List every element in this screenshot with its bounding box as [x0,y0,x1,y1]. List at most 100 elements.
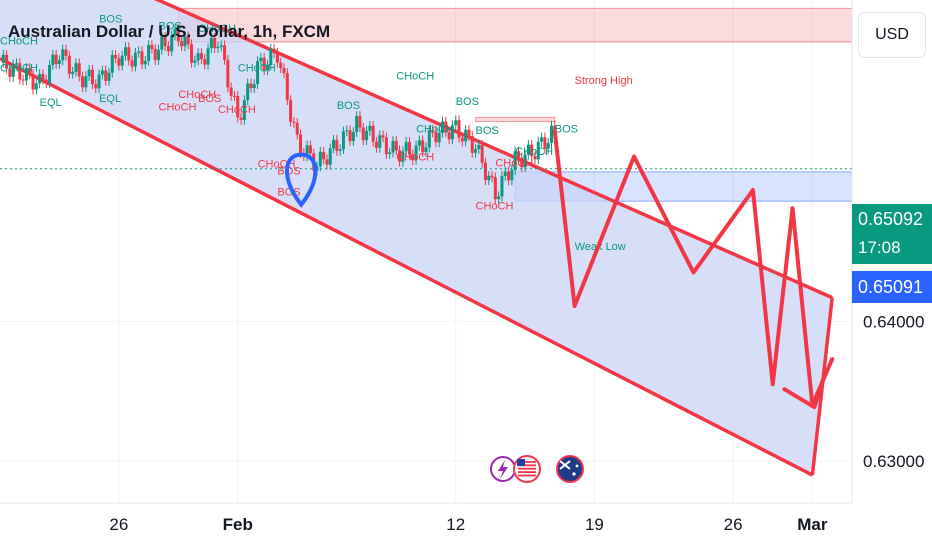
candle-body [318,151,322,167]
structure-label: BOS [456,96,479,108]
candle-body [464,129,468,142]
candle-body [48,64,52,84]
structure-label: CHoCH [0,36,38,48]
candle-body [467,129,471,136]
candle-body [361,127,365,141]
candle-body [358,116,362,128]
candle-body [325,159,329,165]
time-tick-label: 19 [585,515,604,534]
candle-body [460,137,464,142]
candle-body [163,36,167,46]
candle-body [500,176,504,197]
candle-body [507,171,511,181]
supply-demand-zone [475,116,556,123]
us-flag-icon [518,464,536,467]
structure-label: EQL [99,93,121,105]
candle-body [8,68,12,77]
candle-body [232,95,236,97]
candle-body [41,74,45,80]
price-tick-label: 0.63000 [863,452,924,471]
candle-body [252,84,256,89]
candle-body [510,170,514,181]
candle-body [90,69,94,85]
candle-body [398,150,402,162]
candle-body [57,60,61,64]
candle-body [133,52,137,67]
candle-body [256,61,260,85]
candle-body [378,135,382,148]
candle-body [520,157,524,168]
candle-body [487,175,491,181]
candle-body [470,135,474,153]
projection-path [552,129,835,408]
candle-body [450,125,454,140]
candle-body [371,125,375,142]
candle-body [549,125,553,143]
candle-body [553,125,557,132]
candle-body [140,51,144,65]
structure-label: BOS [277,166,300,178]
candle-body [229,87,233,96]
candle-body [285,73,289,101]
candle-body [94,84,98,89]
candle-body [447,132,451,140]
currency-button[interactable]: USD [858,12,926,58]
candle-body [150,45,154,49]
candle-body [490,175,494,178]
candle-body [308,145,312,154]
time-tick-label: Feb [223,515,253,534]
time-tick-label: 26 [724,515,743,534]
structure-label: BOS [337,100,360,112]
candle-body [530,144,534,157]
candle-body [249,83,253,89]
candle-body [180,41,184,47]
candle-body [38,74,42,84]
candle-body [239,117,243,120]
candle-body [31,74,35,90]
candle-body [223,45,227,60]
structure-label: EQL [40,97,62,109]
candle-body [61,49,65,61]
candle-body [536,141,540,160]
candle-body [441,121,445,133]
candle-body [269,48,273,66]
candle-body [259,57,263,62]
candle-body [206,48,210,65]
candle-body [427,130,431,148]
candle-body [437,132,441,143]
australia-flag-icon [575,464,579,468]
candle-body [474,149,478,153]
structure-label: CHoCH [396,152,434,164]
last-price-tag: 0.65092 17:08 [852,204,932,264]
time-tick-label: 12 [446,515,465,534]
candle-body [477,144,481,150]
candle-body [388,152,392,155]
candle-body [543,137,547,149]
candle-body [381,135,385,138]
candle-body [120,55,124,66]
candle-body [226,59,230,88]
structure-label: CHoCH [416,124,454,136]
candle-body [407,141,411,155]
candle-body [130,60,134,67]
candle-body [100,70,104,75]
candle-body [110,54,114,73]
candle-body [11,64,15,77]
candle-body [81,76,85,88]
structure-label: BOS [99,13,122,25]
candle-body [74,63,78,72]
candle-body [374,141,378,148]
candle-body [203,59,207,65]
structure-label: CHoCH [515,146,553,158]
structure-label: CHoCH [476,201,514,213]
candle-body [411,154,415,160]
candle-body [24,67,28,81]
candle-body [71,71,75,74]
candle-body [546,142,550,149]
candle-body [127,47,131,61]
candle-body [114,54,118,59]
candle-body [404,141,408,152]
candle-body [5,54,9,69]
